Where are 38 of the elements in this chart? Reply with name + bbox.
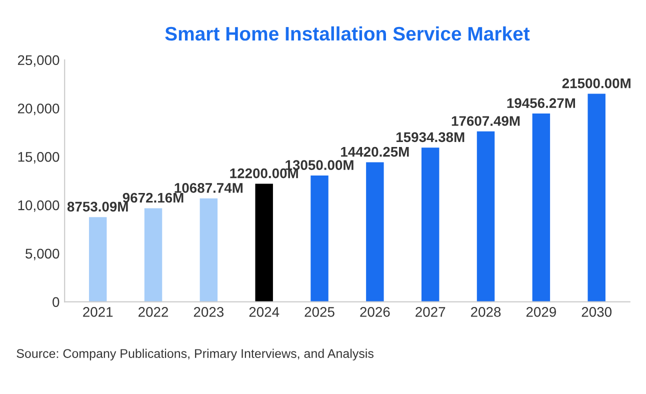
data-label: 15934.38M: [396, 132, 464, 142]
x-tick-label: 2025: [304, 307, 334, 317]
x-tick-label: 2022: [138, 307, 168, 317]
y-tick-label: 20,000: [18, 104, 60, 116]
x-tick-label: 2024: [249, 307, 280, 317]
bar: [476, 131, 495, 302]
y-tick-label: 15,000: [18, 152, 60, 164]
data-label: 19456.27M: [507, 98, 576, 108]
bar: [310, 176, 328, 302]
data-label: 9672.16M: [122, 192, 184, 203]
data-label: 10687.74M: [174, 183, 243, 193]
bar: [588, 94, 606, 302]
x-tick-label: 2026: [360, 307, 390, 317]
x-tick-label: 2027: [416, 307, 446, 317]
x-tick-label: 2030: [582, 307, 612, 317]
y-tick-label: 5,000: [26, 248, 60, 260]
bar: [144, 208, 162, 302]
bar: [200, 198, 218, 302]
data-label: 17607.49M: [452, 116, 520, 126]
x-tick-label: 2028: [471, 307, 501, 317]
data-label: 21500.00M: [562, 78, 630, 88]
data-label: 8753.09M: [67, 202, 128, 212]
data-label: 14420.25M: [341, 146, 409, 157]
y-tick-label: 10,000: [18, 200, 60, 212]
bar: [532, 114, 550, 302]
bar: [421, 148, 440, 302]
x-tick-label: 2021: [83, 307, 113, 317]
bar: [88, 217, 107, 302]
x-tick-label: 2023: [194, 307, 224, 317]
source-note: Source: Company Publications, Primary Interviews, and Analysis: [16, 348, 374, 360]
y-tick-label: 0: [52, 297, 60, 307]
bar: [255, 184, 273, 302]
data-label: 13050.00M: [286, 160, 354, 170]
data-label: 12200.00M: [230, 168, 298, 178]
chart-title: Smart Home Installation Service Market: [165, 26, 530, 41]
y-tick-label: 25,000: [18, 55, 60, 67]
x-tick-label: 2029: [526, 307, 556, 317]
bar: [366, 162, 384, 302]
